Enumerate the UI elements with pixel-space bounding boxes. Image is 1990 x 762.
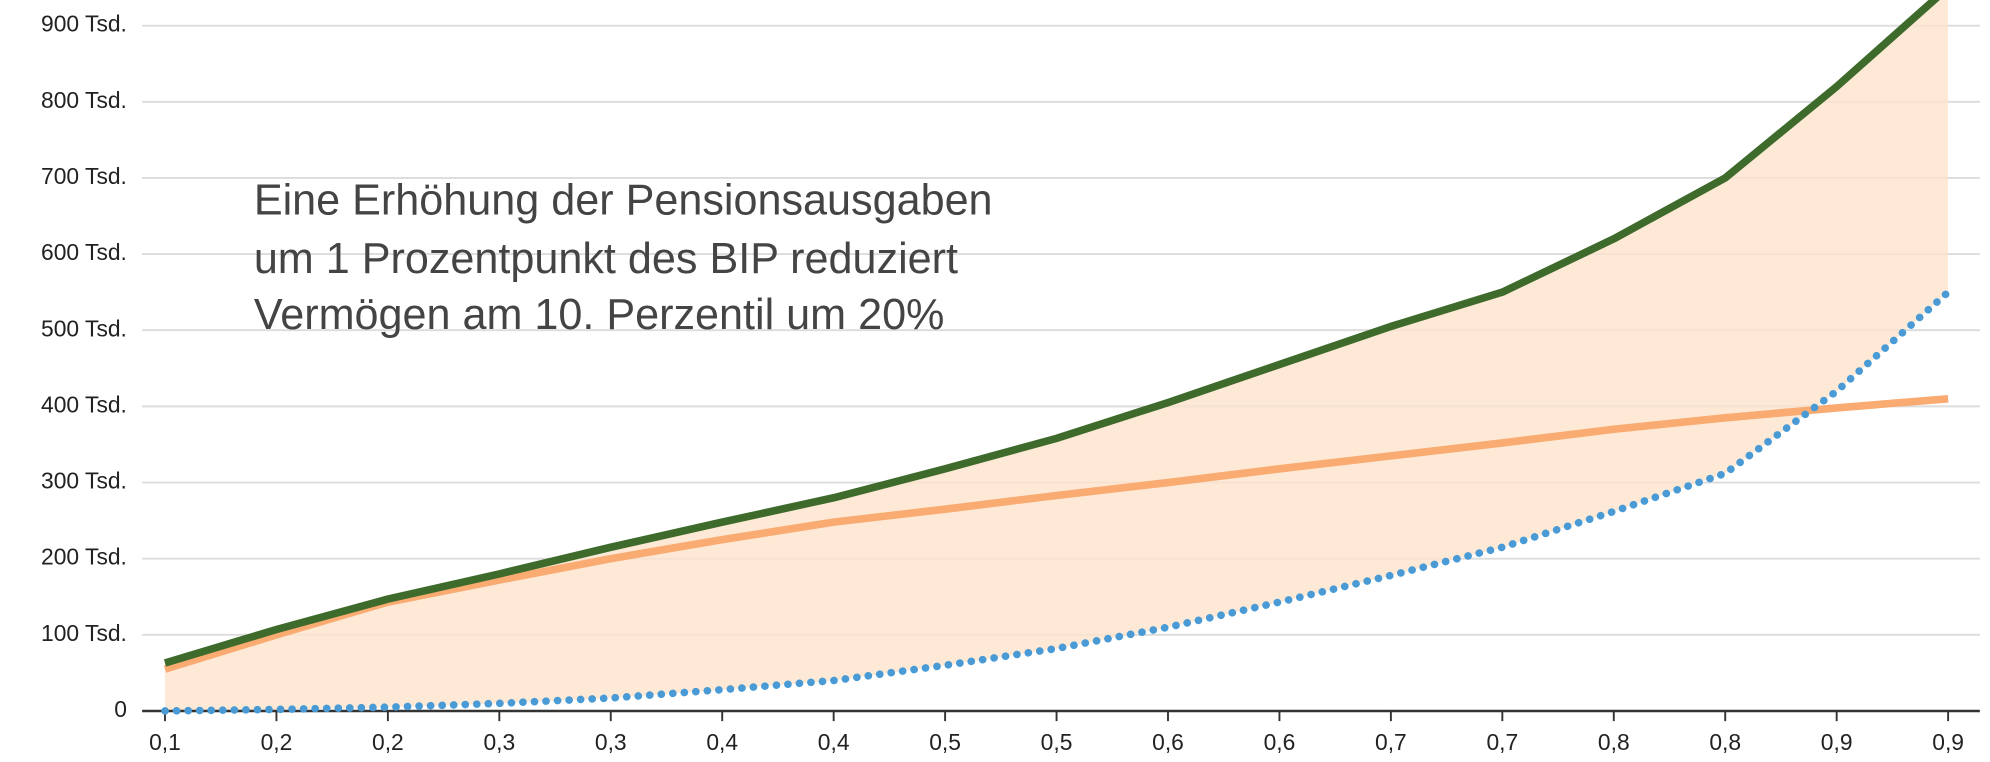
x-tick-label: 0,6	[1264, 729, 1296, 755]
y-tick-label: 900 Tsd.	[41, 11, 127, 37]
x-tick-label: 0,7	[1375, 729, 1407, 755]
y-tick-label: 500 Tsd.	[41, 315, 127, 341]
y-tick-label: 800 Tsd.	[41, 87, 127, 113]
x-tick-label: 0,8	[1709, 729, 1741, 755]
x-tick-label: 0,3	[595, 729, 627, 755]
range-band	[164, 0, 1949, 711]
y-tick-label: 0	[114, 696, 127, 722]
x-tick-label: 0,5	[1041, 729, 1073, 755]
x-tick-label: 0,3	[483, 729, 515, 755]
x-tick-label: 0,1	[149, 729, 181, 755]
y-tick-label: 200 Tsd.	[41, 544, 127, 570]
x-tick-label: 0,8	[1598, 729, 1630, 755]
y-tick-label: 700 Tsd.	[41, 163, 127, 189]
x-tick-label: 0,7	[1486, 729, 1518, 755]
x-tick-label: 0,2	[372, 729, 404, 755]
y-tick-label: 400 Tsd.	[41, 391, 127, 417]
annotation: Eine Erhöhung der Pensionsausgaben um 1 …	[254, 177, 993, 339]
x-tick-label: 0,5	[929, 729, 961, 755]
y-tick-label: 600 Tsd.	[41, 239, 127, 265]
annotation-line: Vermögen am 10. Perzentil um 20%	[254, 291, 945, 339]
series-line	[163, 394, 1949, 673]
x-tick-label: 0,6	[1152, 729, 1184, 755]
series-line	[163, 0, 1940, 667]
y-tick-label: 100 Tsd.	[41, 620, 127, 646]
annotation-line: um 1 Prozentpunkt des BIP reduziert	[254, 235, 958, 283]
x-tick-label: 0,9	[1821, 729, 1853, 755]
x-tick-label: 0,9	[1932, 729, 1964, 755]
y-tick-label: 300 Tsd.	[41, 468, 127, 494]
annotation-line: Eine Erhöhung der Pensionsausgaben	[254, 177, 993, 225]
x-tick-label: 0,2	[261, 729, 293, 755]
x-tick-label: 0,4	[706, 729, 738, 755]
x-tick-label: 0,4	[818, 729, 850, 755]
series-line	[161, 288, 1952, 715]
